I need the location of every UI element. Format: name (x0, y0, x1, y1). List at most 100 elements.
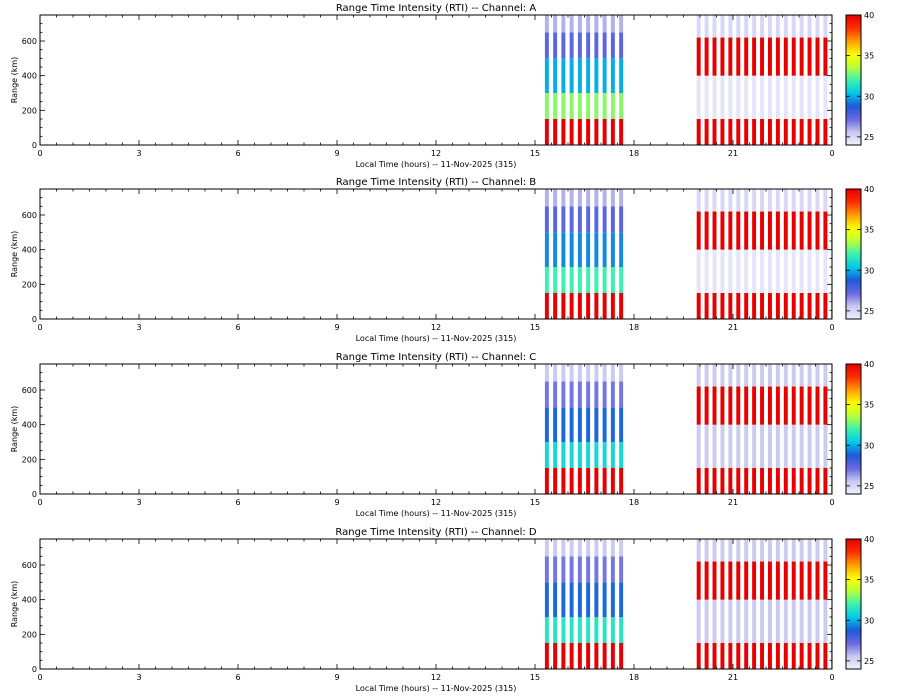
rti-cell (577, 232, 582, 267)
colorbar-step (846, 652, 861, 656)
rti-cell (799, 561, 804, 600)
x-tick-label: 12 (431, 498, 441, 507)
rti-cell (744, 386, 749, 425)
rti-cell (791, 539, 796, 562)
rti-cell (712, 189, 717, 212)
colorbar-step (846, 384, 861, 387)
rti-cell (783, 119, 788, 145)
y-tick-label: 600 (22, 386, 37, 395)
rti-cell (619, 232, 624, 267)
rti-cell (544, 206, 549, 233)
x-tick-label: 18 (629, 149, 639, 158)
rti-cell (553, 643, 558, 669)
colorbar-step (846, 443, 861, 446)
rti-cell (783, 249, 788, 293)
x-tick-label: 0 (829, 323, 834, 332)
rti-cell (577, 267, 582, 293)
rti-cell (823, 424, 828, 468)
colorbar-step (846, 49, 861, 52)
x-tick-label: 0 (829, 498, 834, 507)
rti-cell (712, 424, 717, 468)
rti-cell (619, 643, 624, 669)
colorbar-step (846, 412, 861, 416)
rti-cell (619, 119, 624, 145)
colorbar-step (846, 551, 861, 554)
colorbar-step (846, 394, 861, 397)
rti-cell (704, 424, 709, 468)
rti-cell (610, 539, 615, 557)
rti-cell (760, 561, 765, 600)
rti-cell (577, 468, 582, 494)
colorbar-step (846, 398, 861, 401)
rti-panel-c: Range Time Intensity (RTI) -- Channel: C… (10, 352, 874, 518)
rti-cell (594, 293, 599, 319)
rti-cell (720, 643, 725, 669)
colorbar-step (846, 116, 861, 119)
rti-cell (728, 37, 733, 76)
colorbar-step (846, 86, 861, 89)
rti-cell (577, 643, 582, 669)
rti-cell (561, 617, 566, 643)
colorbar-step (846, 308, 861, 312)
colorbar-step (846, 100, 861, 103)
rti-panel-a: Range Time Intensity (RTI) -- Channel: A… (10, 3, 874, 169)
rti-cell (594, 267, 599, 293)
colorbar-step (846, 23, 861, 26)
rti-cell (696, 364, 701, 387)
rti-cell (823, 561, 828, 600)
x-tick-label: 9 (334, 498, 339, 507)
colorbar-step (846, 634, 861, 637)
y-tick-label: 200 (22, 106, 37, 115)
colorbar-step (846, 61, 861, 65)
colorbar-step (846, 92, 861, 95)
colorbar-step (846, 235, 861, 239)
colorbar-step (846, 408, 861, 412)
colorbar-step (846, 128, 861, 132)
rti-cell (752, 643, 757, 669)
colorbar-step (846, 660, 861, 664)
rti-cell (602, 15, 607, 33)
rti-cell (586, 556, 591, 583)
colorbar-step (846, 106, 861, 109)
colorbar-step (846, 90, 861, 93)
rti-cell (602, 206, 607, 233)
rti-cell (577, 206, 582, 233)
rti-cell (586, 407, 591, 442)
rti-cell (760, 189, 765, 212)
rti-cell (736, 37, 741, 76)
rti-cell (736, 364, 741, 387)
x-tick-label: 21 (728, 498, 738, 507)
rti-panel-b: Range Time Intensity (RTI) -- Channel: B… (10, 177, 874, 343)
rti-cell (783, 15, 788, 38)
rti-cell (728, 119, 733, 145)
colorbar-step (846, 33, 861, 36)
colorbar-step (846, 45, 861, 48)
rti-cell (696, 15, 701, 38)
rti-cell (744, 364, 749, 387)
rti-cell (775, 468, 780, 494)
rti-cell (791, 599, 796, 643)
rti-cell (561, 582, 566, 617)
x-tick-label: 9 (334, 673, 339, 682)
rti-cell (586, 643, 591, 669)
rti-cell (553, 442, 558, 468)
x-tick-label: 18 (629, 498, 639, 507)
rti-cell (577, 381, 582, 408)
rti-cell (696, 561, 701, 600)
rti-cell (561, 232, 566, 267)
colorbar-step (846, 467, 861, 471)
rti-cell (594, 58, 599, 93)
rti-cell (696, 643, 701, 669)
colorbar-step (846, 644, 861, 648)
rti-cell (736, 15, 741, 38)
rti-cell (602, 407, 607, 442)
rti-cell (775, 211, 780, 250)
rti-cell (610, 32, 615, 59)
rti-cell (577, 556, 582, 583)
colorbar-step (846, 35, 861, 38)
rti-cell (823, 643, 828, 669)
rti-cell (553, 15, 558, 33)
rti-cell (610, 407, 615, 442)
colorbar-step (846, 479, 861, 483)
y-tick-label: 0 (32, 665, 37, 674)
